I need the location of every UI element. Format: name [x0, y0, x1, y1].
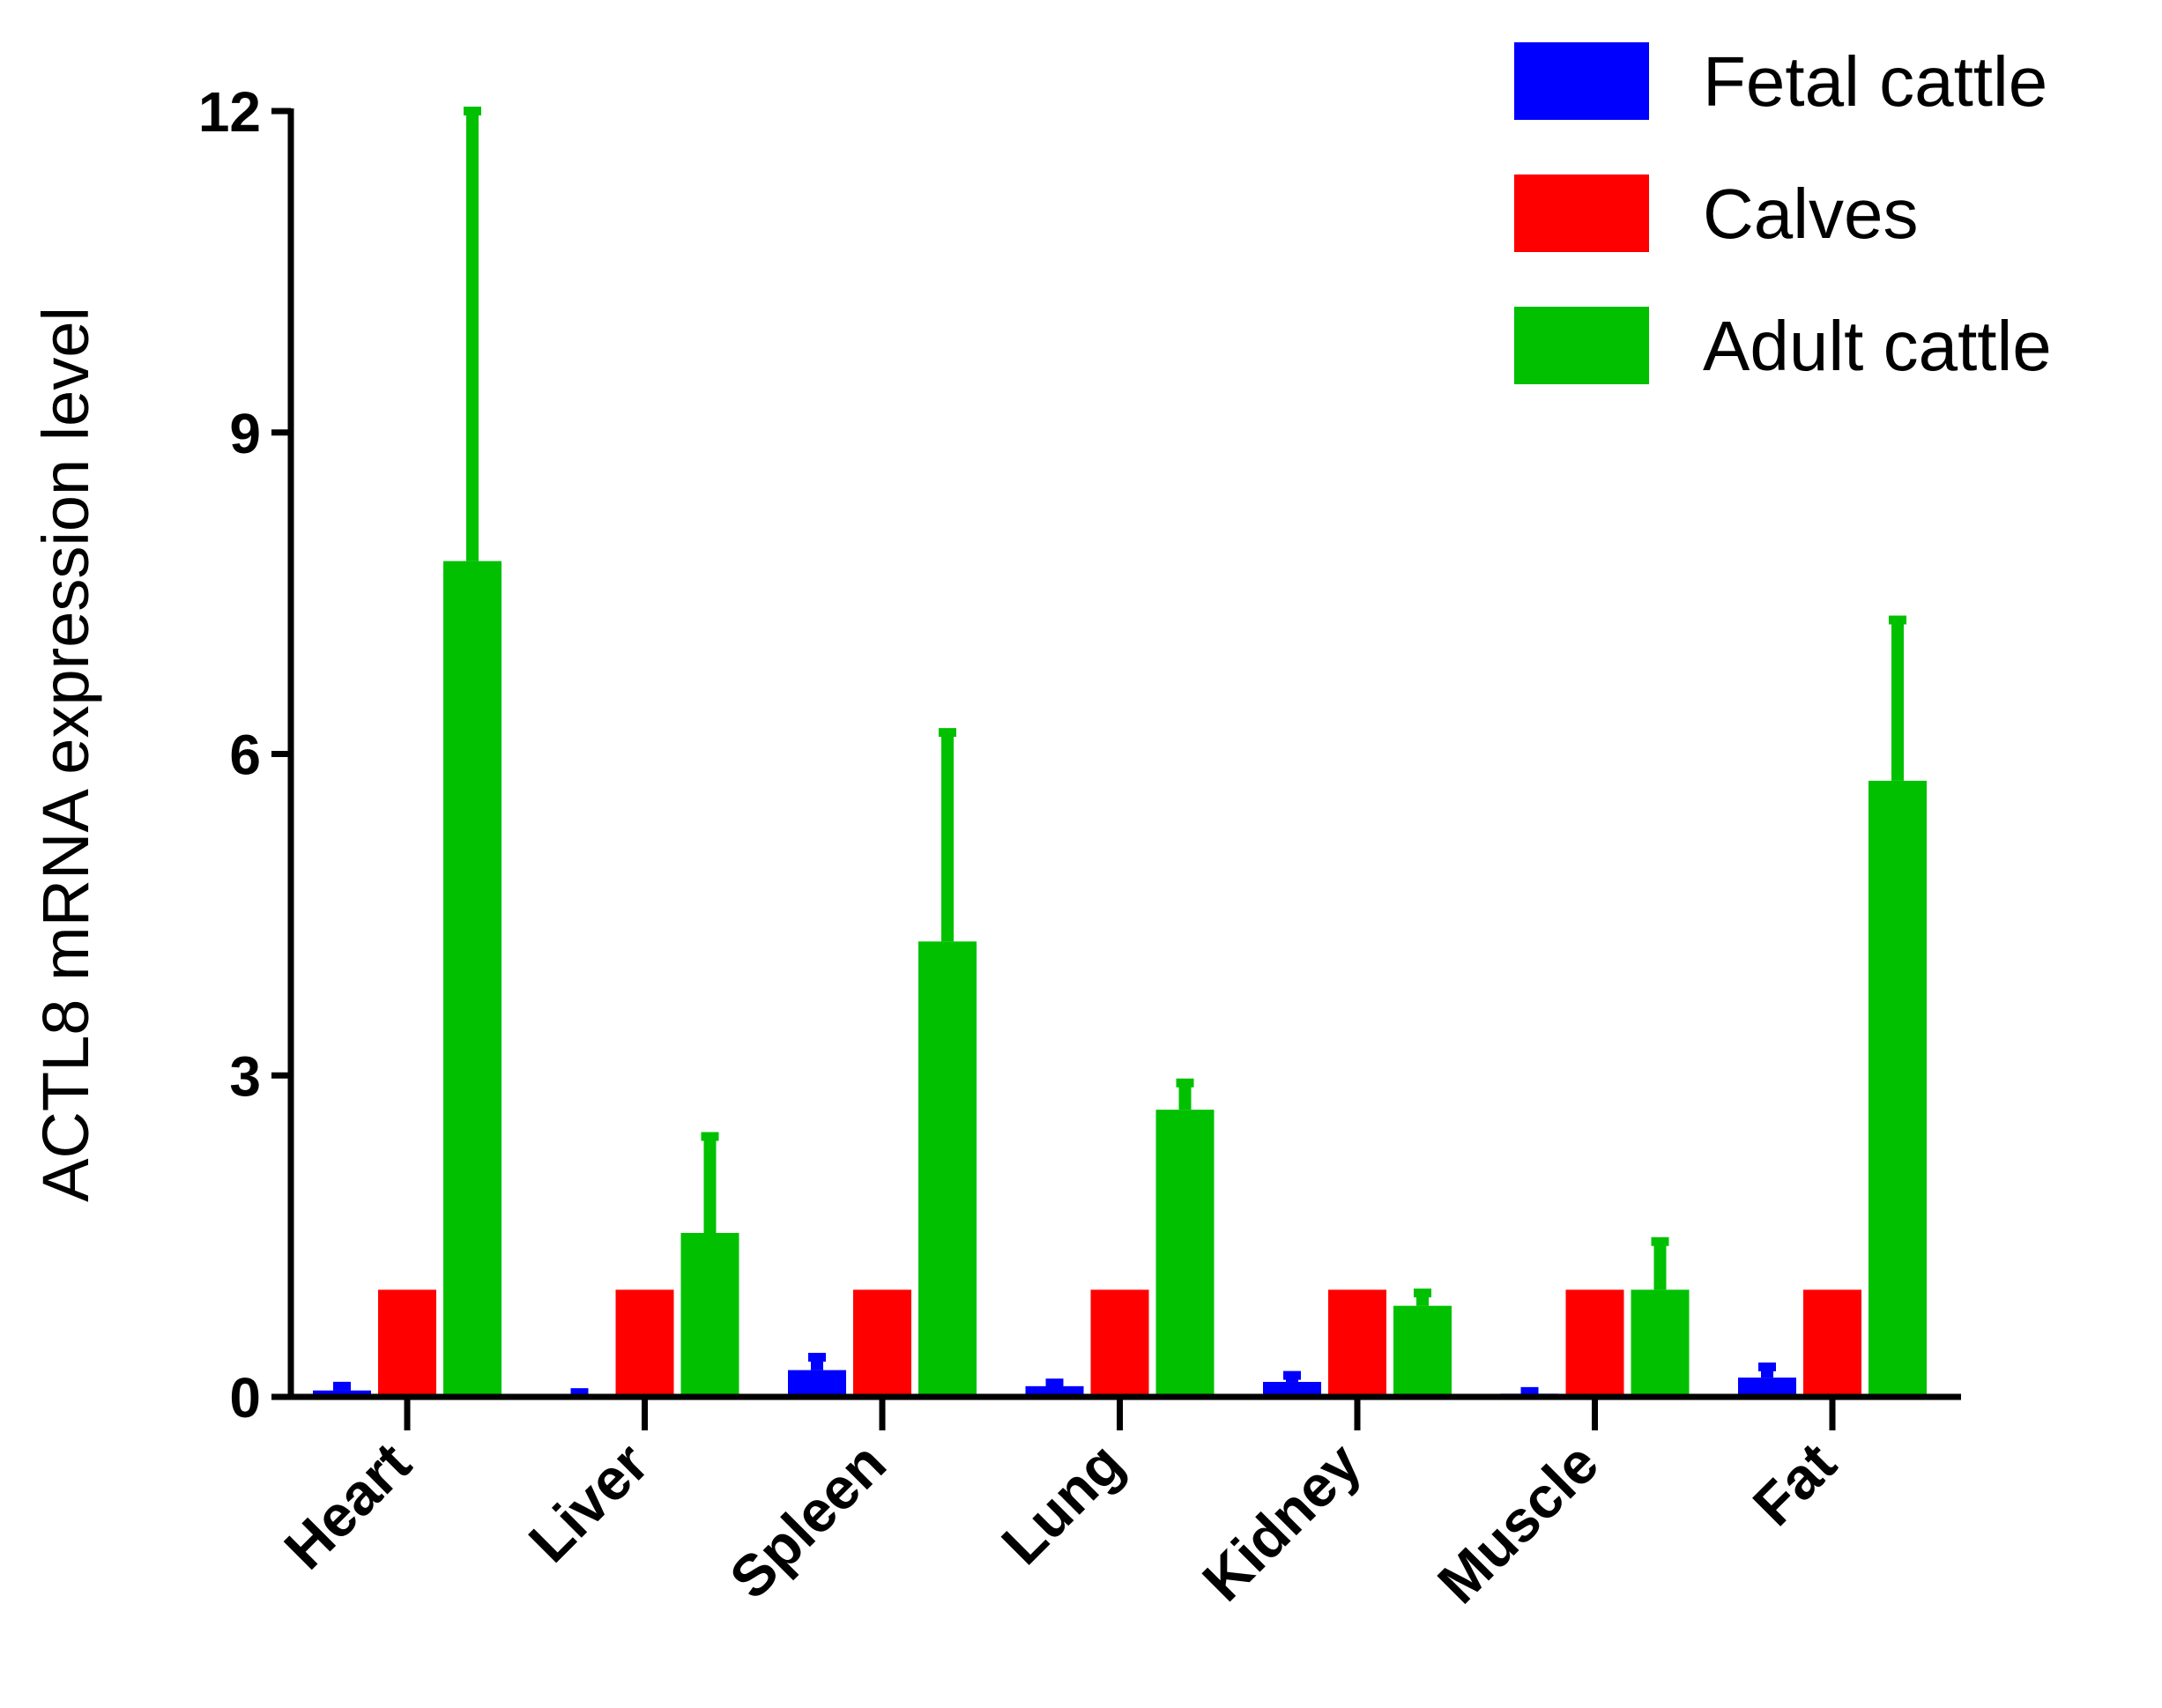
bar-fat-adult-cattle: [1869, 780, 1927, 1397]
legend-label-calves: Calves: [1703, 175, 1919, 253]
x-category-label-lung: Lung: [989, 1430, 1135, 1577]
x-category-label-heart: Heart: [271, 1430, 423, 1582]
bar-heart-calves: [378, 1289, 436, 1397]
x-category-label-fat: Fat: [1741, 1430, 1848, 1538]
legend-label-adult-cattle: Adult cattle: [1703, 307, 2052, 385]
y-ticks-layer: 0 3 6 9 12: [198, 80, 291, 1430]
bar-kidney-calves: [1328, 1289, 1386, 1397]
legend-label-fetal-cattle: Fetal cattle: [1703, 42, 2047, 121]
x-category-label-kidney: Kidney: [1190, 1430, 1373, 1613]
bar-kidney-adult-cattle: [1393, 1305, 1452, 1397]
x-categories-layer: Heart Liver Spleen Lung Kidney Muscle Fat: [271, 1397, 1848, 1615]
y-tick-label-12: 12: [198, 80, 261, 144]
legend: Fetal cattle Calves Adult cattle: [1514, 42, 2052, 385]
bar-muscle-adult-cattle: [1631, 1289, 1690, 1397]
y-tick-label-3: 3: [229, 1044, 261, 1108]
bar-liver-calves: [615, 1289, 674, 1397]
bar-liver-adult-cattle: [680, 1232, 739, 1397]
legend-swatch-fetal-cattle: [1514, 42, 1649, 120]
legend-swatch-adult-cattle: [1514, 307, 1649, 384]
bar-heart-fetal-cattle: [313, 1390, 371, 1397]
bar-spleen-fetal-cattle: [788, 1370, 846, 1397]
bar-fat-fetal-cattle: [1738, 1378, 1796, 1397]
bar-kidney-fetal-cattle: [1263, 1381, 1321, 1397]
legend-swatch-calves: [1514, 175, 1649, 252]
y-tick-label-6: 6: [229, 724, 261, 787]
axes-layer: [287, 108, 1961, 1400]
y-tick-label-0: 0: [229, 1366, 261, 1430]
bar-spleen-calves: [853, 1289, 911, 1397]
bar-heart-adult-cattle: [443, 561, 501, 1397]
bar-fat-calves: [1803, 1289, 1861, 1397]
x-category-label-muscle: Muscle: [1425, 1430, 1611, 1616]
error-bars-layer: [333, 107, 1906, 1398]
bar-muscle-calves: [1565, 1289, 1624, 1397]
bar-lung-calves: [1090, 1289, 1149, 1397]
bar-lung-adult-cattle: [1155, 1110, 1215, 1397]
x-category-label-spleen: Spleen: [717, 1430, 898, 1611]
bar-spleen-adult-cattle: [918, 941, 977, 1397]
bars-layer: [313, 561, 1927, 1397]
x-category-label-liver: Liver: [516, 1430, 661, 1575]
y-tick-label-9: 9: [229, 402, 261, 465]
y-axis-title: ACTL8 mRNA expression level: [29, 307, 102, 1202]
